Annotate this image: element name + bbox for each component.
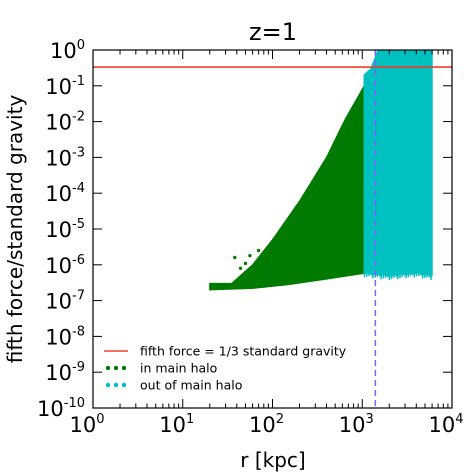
legend-label: fifth force = 1/3 standard gravity: [140, 344, 347, 359]
legend-dot-marker: [113, 382, 119, 388]
data-point-in-main-halo: [233, 255, 237, 260]
legend-label: out of main halo: [140, 378, 242, 393]
legend-dot-marker: [121, 382, 127, 388]
y-tick-exponent: -1: [72, 74, 85, 89]
y-tick-exponent: -5: [72, 217, 85, 232]
y-tick-label: 100: [50, 38, 85, 63]
y-tick-label: 10-8: [45, 324, 85, 349]
y-tick-label: 10-5: [45, 217, 85, 242]
x-tick-label: 101: [159, 412, 194, 437]
y-tick-exponent: -9: [72, 360, 85, 375]
y-axis-title: fifth force/standard gravity: [3, 95, 27, 364]
x-tick-label: 100: [69, 412, 104, 437]
x-tick-exponent: 4: [455, 412, 463, 427]
y-tick-label: 10-2: [45, 110, 85, 135]
data-point-in-main-halo: [252, 273, 256, 278]
x-tick-label: 103: [339, 412, 374, 437]
y-tick-exponent: -4: [72, 181, 85, 196]
legend-dot-marker: [105, 365, 111, 371]
x-tick-exponent: 3: [365, 412, 373, 427]
legend-dot-marker: [105, 382, 111, 388]
y-tick-label: 10-7: [45, 289, 85, 314]
data-point-in-main-halo: [226, 284, 230, 288]
y-tick-label: 10-6: [45, 253, 85, 278]
chart-title: z=1: [249, 18, 297, 46]
legend-dot-marker: [121, 365, 127, 371]
data-point-in-main-halo: [248, 253, 252, 258]
data-point-in-main-halo: [221, 285, 225, 289]
y-tick-label: 10-9: [45, 360, 85, 385]
data-point-in-main-halo: [256, 248, 261, 253]
x-tick-exponent: 0: [96, 412, 104, 427]
plot-layer: [209, 50, 433, 291]
y-tick-exponent: -3: [72, 145, 85, 160]
legend-dot-marker: [113, 365, 119, 371]
x-tick-label: 104: [428, 412, 463, 437]
legend-label: in main halo: [140, 361, 217, 376]
x-tick-label: 102: [249, 412, 284, 437]
series-out-of-main-halo: [363, 50, 433, 281]
y-tick-label: 10-3: [45, 145, 85, 170]
x-axis-title: r [kpc]: [240, 448, 305, 472]
data-point-in-main-halo: [238, 266, 243, 270]
y-tick-label: 10-4: [45, 181, 85, 206]
y-tick-exponent: -7: [72, 289, 85, 304]
y-tick-label: 10-1: [45, 74, 85, 99]
legend: fifth force = 1/3 standard gravity in mai…: [104, 344, 347, 393]
x-tick-exponent: 1: [186, 412, 194, 427]
y-tick-exponent: -2: [72, 110, 85, 125]
y-tick-exponent: 0: [77, 38, 85, 53]
y-tick-exponent: -10: [64, 396, 85, 411]
x-tick-exponent: 2: [276, 412, 284, 427]
y-tick-exponent: -8: [72, 324, 85, 339]
data-point-in-main-halo: [243, 261, 248, 266]
y-tick-exponent: -6: [72, 253, 85, 268]
